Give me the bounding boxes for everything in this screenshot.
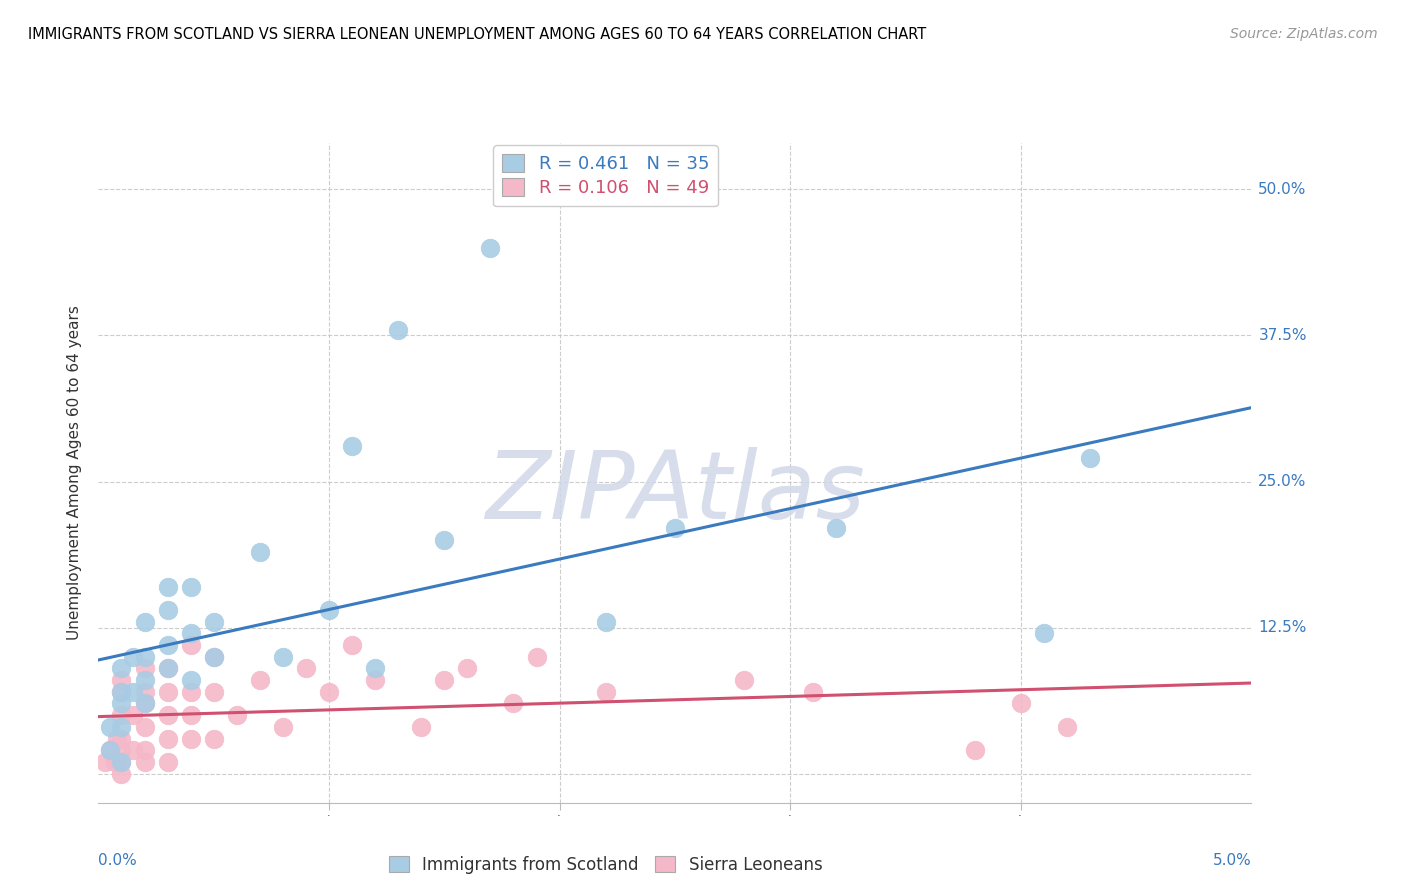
Point: [202, 615, 225, 629]
Point: [134, 685, 156, 699]
Point: [387, 323, 409, 337]
Point: [98, 720, 121, 734]
Point: [733, 673, 755, 687]
Point: [94, 755, 117, 769]
Point: [110, 661, 132, 675]
Point: [180, 685, 202, 699]
Point: [340, 440, 363, 454]
Point: [202, 649, 225, 664]
Legend: Immigrants from Scotland, Sierra Leoneans: Immigrants from Scotland, Sierra Leonean…: [382, 849, 830, 880]
Text: 0.0%: 0.0%: [98, 854, 138, 868]
Point: [134, 720, 156, 734]
Point: [110, 743, 132, 757]
Point: [156, 755, 179, 769]
Point: [110, 755, 132, 769]
Point: [110, 673, 132, 687]
Point: [180, 731, 202, 746]
Text: 37.5%: 37.5%: [1258, 328, 1306, 343]
Point: [134, 743, 156, 757]
Point: [433, 673, 456, 687]
Point: [502, 697, 524, 711]
Point: [110, 708, 132, 723]
Point: [156, 638, 179, 652]
Text: ZIPAtlas: ZIPAtlas: [485, 447, 865, 538]
Y-axis label: Unemployment Among Ages 60 to 64 years: Unemployment Among Ages 60 to 64 years: [67, 305, 83, 640]
Point: [156, 661, 179, 675]
Point: [180, 580, 202, 594]
Point: [180, 626, 202, 640]
Point: [526, 649, 548, 664]
Point: [156, 661, 179, 675]
Point: [1032, 626, 1054, 640]
Point: [134, 615, 156, 629]
Text: 25.0%: 25.0%: [1258, 474, 1306, 489]
Point: [433, 533, 456, 547]
Point: [202, 649, 225, 664]
Point: [122, 649, 145, 664]
Point: [1078, 451, 1101, 466]
Point: [1010, 697, 1032, 711]
Point: [122, 708, 145, 723]
Point: [98, 743, 121, 757]
Point: [103, 755, 125, 769]
Point: [134, 649, 156, 664]
Point: [110, 731, 132, 746]
Point: [110, 766, 132, 780]
Point: [134, 697, 156, 711]
Point: [156, 580, 179, 594]
Point: [110, 720, 132, 734]
Point: [249, 673, 271, 687]
Point: [364, 661, 387, 675]
Point: [825, 521, 848, 535]
Point: [271, 720, 294, 734]
Point: [595, 615, 617, 629]
Point: [156, 685, 179, 699]
Point: [963, 743, 986, 757]
Text: 50.0%: 50.0%: [1258, 182, 1306, 197]
Point: [180, 673, 202, 687]
Point: [271, 649, 294, 664]
Text: 5.0%: 5.0%: [1212, 854, 1251, 868]
Point: [156, 731, 179, 746]
Point: [1056, 720, 1078, 734]
Point: [110, 685, 132, 699]
Point: [318, 603, 340, 617]
Point: [156, 708, 179, 723]
Text: IMMIGRANTS FROM SCOTLAND VS SIERRA LEONEAN UNEMPLOYMENT AMONG AGES 60 TO 64 YEAR: IMMIGRANTS FROM SCOTLAND VS SIERRA LEONE…: [28, 27, 927, 42]
Point: [801, 685, 824, 699]
Point: [122, 685, 145, 699]
Point: [225, 708, 247, 723]
Point: [98, 743, 121, 757]
Point: [156, 603, 179, 617]
Point: [202, 731, 225, 746]
Point: [411, 720, 433, 734]
Point: [340, 638, 363, 652]
Point: [249, 544, 271, 558]
Point: [134, 673, 156, 687]
Point: [479, 241, 502, 255]
Point: [105, 731, 128, 746]
Text: Source: ZipAtlas.com: Source: ZipAtlas.com: [1230, 27, 1378, 41]
Point: [456, 661, 478, 675]
Point: [110, 697, 132, 711]
Point: [134, 697, 156, 711]
Text: 12.5%: 12.5%: [1258, 620, 1306, 635]
Point: [318, 685, 340, 699]
Point: [364, 673, 387, 687]
Point: [134, 661, 156, 675]
Point: [180, 638, 202, 652]
Point: [664, 521, 686, 535]
Point: [110, 685, 132, 699]
Point: [295, 661, 318, 675]
Point: [110, 755, 132, 769]
Point: [122, 743, 145, 757]
Point: [595, 685, 617, 699]
Point: [180, 708, 202, 723]
Point: [202, 685, 225, 699]
Point: [134, 755, 156, 769]
